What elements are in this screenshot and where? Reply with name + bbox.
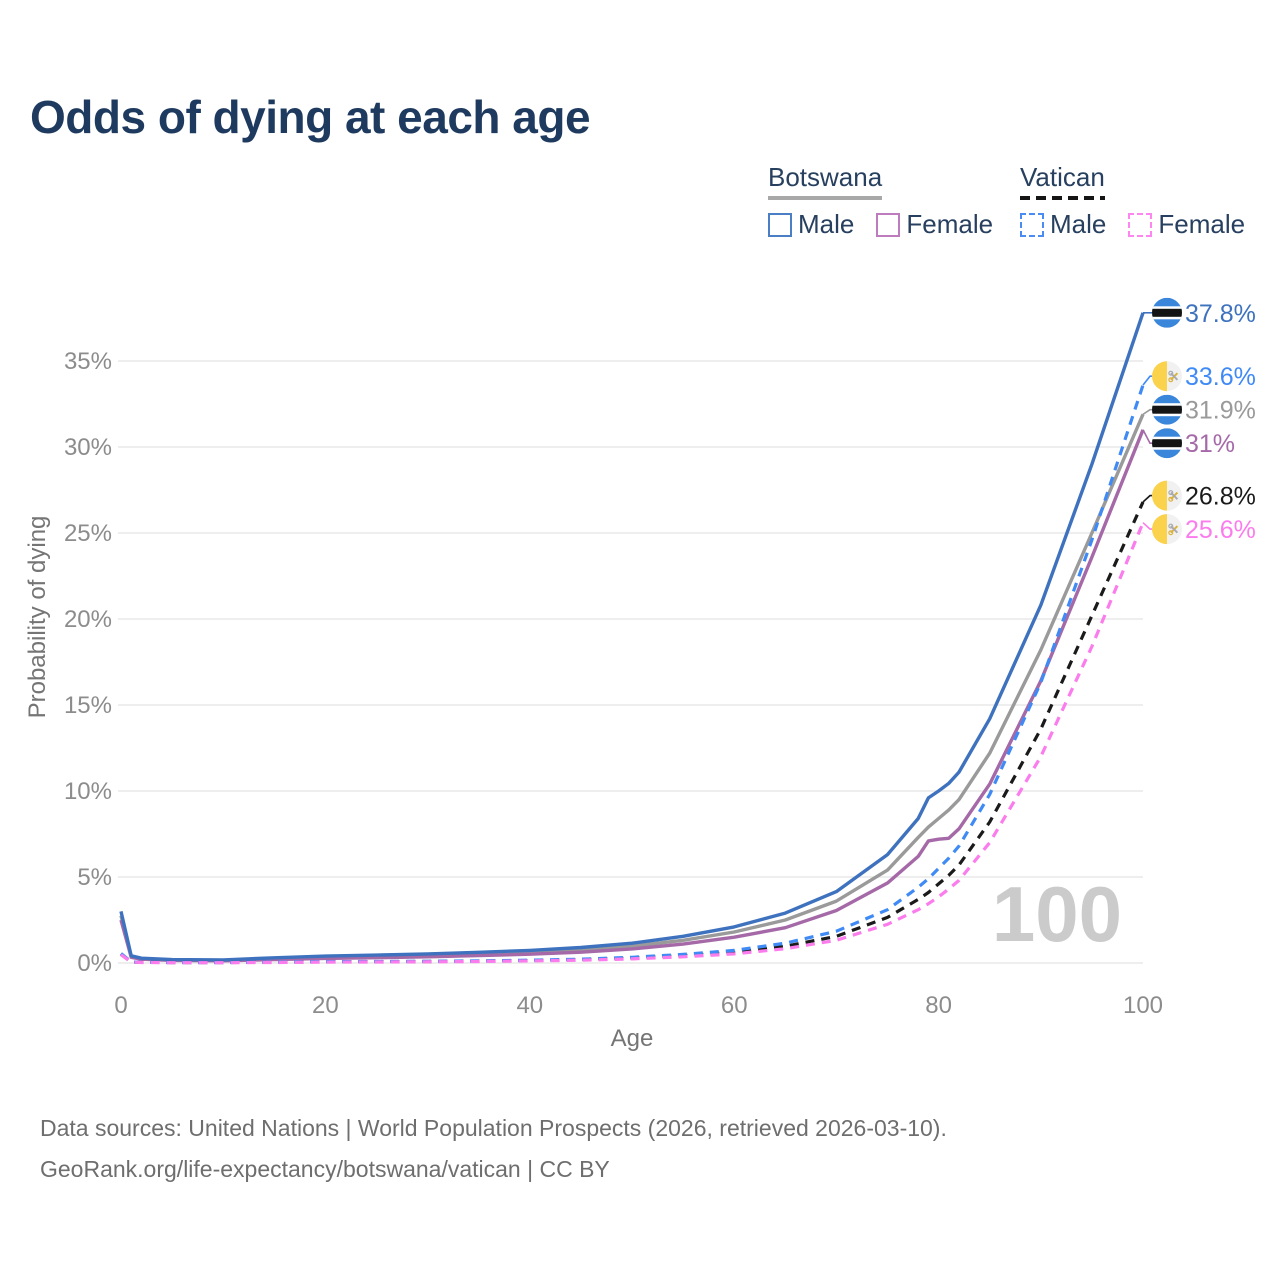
legend-country-vatican-label: Vatican: [1020, 162, 1105, 192]
age-watermark: 100: [992, 870, 1122, 958]
series-vatican-male: [119, 384, 1145, 965]
y-tick-label: 30%: [64, 434, 112, 461]
vatican-male-swatch: [1020, 212, 1044, 237]
footer-url: GeoRank.org/life-expectancy/botswana/vat…: [40, 1156, 610, 1182]
legend-row-botswana: Male Female: [768, 209, 993, 240]
botswana-line-sample: [768, 196, 883, 200]
legend-item-label: Female: [906, 209, 994, 239]
legend-item-vatican-female[interactable]: Female: [1128, 209, 1245, 240]
legend-item-label: Female: [1158, 209, 1246, 239]
vatican-female-swatch: [1128, 212, 1153, 237]
x-tick-label: 60: [721, 992, 748, 1019]
legend-country-vatican: Vatican: [1020, 162, 1105, 200]
chart-title: Odds of dying at each age: [30, 91, 591, 143]
vatican-keys-emblem: [1168, 370, 1179, 383]
legend-row-vatican: Male Female: [1020, 209, 1245, 240]
end-value-label-botswana-female: 31%: [1185, 430, 1235, 458]
legend-item-vatican-male[interactable]: Male: [1020, 209, 1106, 240]
series-botswana: [119, 413, 1145, 962]
flag-botswana-icon: [1152, 428, 1182, 459]
flag-botswana-icon: [1152, 394, 1182, 425]
x-tick-label: 100: [1123, 992, 1163, 1019]
series-vatican-female: [120, 522, 1145, 965]
end-value-label-vatican: 26.8%: [1185, 483, 1256, 511]
x-axis-title: Age: [611, 1025, 654, 1052]
legend-item-label: Male: [1050, 209, 1107, 239]
end-value-label-vatican-male: 33.6%: [1185, 363, 1256, 391]
end-value-label-botswana-male: 37.8%: [1185, 300, 1256, 328]
legend-country-botswana: Botswana: [768, 162, 883, 200]
flag-botswana-icon: [1152, 297, 1182, 328]
legend-group-botswana: Botswana Male Female: [768, 162, 993, 240]
footer: Data sources: United Nations | World Pop…: [40, 1108, 947, 1190]
footer-datasource: Data sources: United Nations | World Pop…: [40, 1115, 947, 1141]
botswana-male-swatch: [768, 212, 792, 237]
flag-vatican-icon: [1152, 480, 1182, 511]
flag-vatican-icon: [1152, 361, 1182, 392]
y-tick-label: 25%: [64, 520, 112, 547]
x-tick-label: 20: [312, 992, 339, 1019]
series-botswana-female: [119, 429, 1145, 963]
end-value-label-botswana: 31.9%: [1185, 397, 1256, 425]
vatican-keys-emblem: [1168, 523, 1179, 536]
legend-item-botswana-female[interactable]: Female: [876, 209, 993, 240]
x-tick-label: 40: [516, 992, 543, 1019]
y-tick-label: 20%: [64, 606, 112, 633]
botswana-female-swatch: [876, 212, 901, 237]
y-axis-title: Probability of dying: [24, 516, 51, 719]
y-tick-label: 0%: [77, 950, 112, 977]
y-tick-label: 10%: [64, 778, 112, 805]
x-tick-label: 80: [925, 992, 952, 1019]
y-tick-label: 35%: [64, 348, 112, 375]
y-tick-label: 15%: [64, 692, 112, 719]
y-tick-label: 5%: [77, 864, 112, 891]
vatican-line-sample: [1020, 196, 1105, 200]
legend-group-vatican: Vatican Male Female: [1020, 162, 1245, 240]
series-botswana-male: [119, 312, 1145, 962]
vatican-keys-emblem: [1168, 490, 1179, 502]
flag-vatican-icon: [1152, 514, 1182, 545]
end-value-label-vatican-female: 25.6%: [1185, 516, 1256, 544]
legend-item-botswana-male[interactable]: Male: [768, 209, 854, 240]
legend-country-botswana-label: Botswana: [768, 162, 883, 192]
legend-item-label: Male: [798, 209, 855, 239]
x-tick-label: 0: [114, 992, 127, 1019]
series-vatican: [120, 501, 1145, 965]
